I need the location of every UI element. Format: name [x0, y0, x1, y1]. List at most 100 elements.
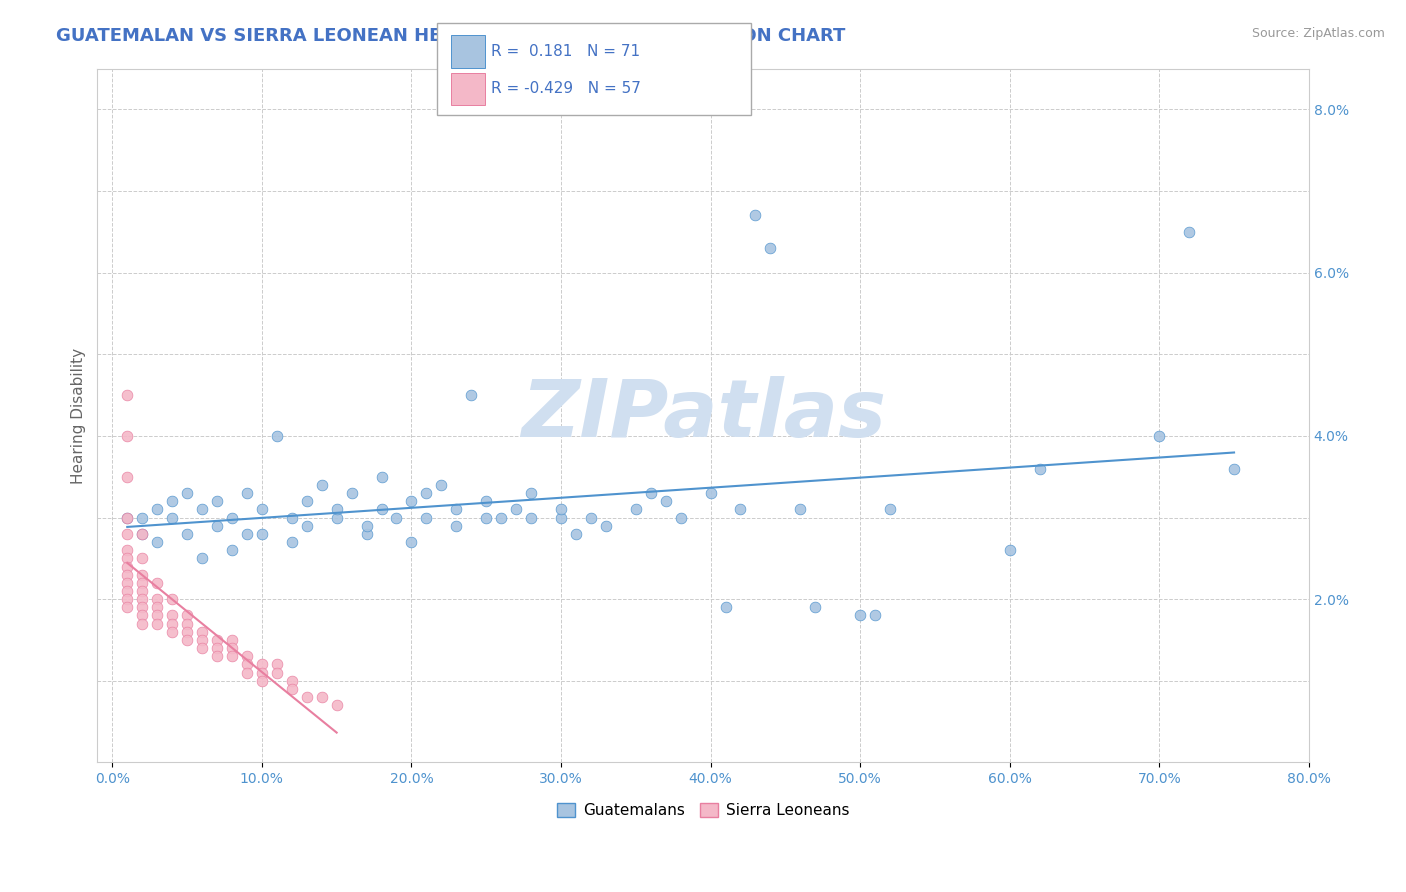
Point — [401, 535, 423, 549]
Point — [415, 486, 437, 500]
Point — [117, 584, 139, 599]
Point — [489, 510, 512, 524]
Point — [250, 502, 273, 516]
Point — [117, 469, 139, 483]
Point — [205, 632, 228, 647]
Point — [205, 649, 228, 664]
Point — [281, 535, 304, 549]
Point — [520, 510, 543, 524]
Point — [250, 673, 273, 688]
Point — [654, 494, 676, 508]
Point — [146, 600, 169, 615]
Point — [176, 526, 198, 541]
Point — [446, 518, 468, 533]
Point — [131, 551, 153, 566]
Point — [205, 494, 228, 508]
Point — [131, 567, 153, 582]
Point — [176, 608, 198, 623]
Point — [520, 486, 543, 500]
Text: GUATEMALAN VS SIERRA LEONEAN HEARING DISABILITY CORRELATION CHART: GUATEMALAN VS SIERRA LEONEAN HEARING DIS… — [56, 27, 845, 45]
Point — [146, 502, 169, 516]
Point — [699, 486, 721, 500]
Point — [1149, 429, 1171, 443]
Point — [804, 600, 827, 615]
Point — [146, 575, 169, 590]
Point — [356, 526, 378, 541]
Point — [579, 510, 602, 524]
Point — [370, 502, 392, 516]
Point — [1028, 461, 1050, 475]
Point — [1223, 461, 1246, 475]
Point — [550, 510, 572, 524]
Point — [325, 502, 347, 516]
Point — [863, 608, 886, 623]
Point — [236, 657, 259, 672]
Point — [191, 502, 214, 516]
Legend: Guatemalans, Sierra Leoneans: Guatemalans, Sierra Leoneans — [551, 797, 855, 824]
Point — [595, 518, 617, 533]
Point — [221, 510, 243, 524]
Point — [624, 502, 647, 516]
Point — [475, 510, 498, 524]
Text: ZIPatlas: ZIPatlas — [520, 376, 886, 455]
Point — [221, 649, 243, 664]
Point — [131, 592, 153, 607]
Point — [131, 526, 153, 541]
Point — [325, 510, 347, 524]
Point — [131, 608, 153, 623]
Point — [117, 388, 139, 402]
Point — [250, 526, 273, 541]
Point — [370, 469, 392, 483]
Point — [849, 608, 872, 623]
Point — [340, 486, 363, 500]
Point — [117, 559, 139, 574]
Point — [117, 592, 139, 607]
Point — [160, 494, 183, 508]
Point — [160, 592, 183, 607]
Point — [669, 510, 692, 524]
Point — [117, 526, 139, 541]
Point — [460, 388, 482, 402]
Point — [176, 624, 198, 639]
Point — [998, 543, 1021, 558]
Point — [311, 690, 333, 705]
Point — [146, 616, 169, 631]
Point — [117, 510, 139, 524]
Point — [1178, 225, 1201, 239]
Point — [236, 665, 259, 680]
Point — [117, 575, 139, 590]
Point — [160, 624, 183, 639]
Point — [160, 608, 183, 623]
Point — [117, 429, 139, 443]
Point — [160, 616, 183, 631]
Point — [131, 600, 153, 615]
Point — [401, 494, 423, 508]
Point — [221, 632, 243, 647]
Text: Source: ZipAtlas.com: Source: ZipAtlas.com — [1251, 27, 1385, 40]
Point — [117, 600, 139, 615]
Point — [131, 584, 153, 599]
Point — [131, 526, 153, 541]
Point — [191, 624, 214, 639]
Point — [295, 690, 318, 705]
Point — [325, 698, 347, 713]
Point — [415, 510, 437, 524]
Text: R = -0.429   N = 57: R = -0.429 N = 57 — [491, 81, 641, 96]
Point — [565, 526, 588, 541]
Point — [160, 510, 183, 524]
Point — [191, 641, 214, 656]
Y-axis label: Hearing Disability: Hearing Disability — [72, 347, 86, 483]
Point — [191, 632, 214, 647]
Point — [146, 608, 169, 623]
Point — [117, 551, 139, 566]
Point — [146, 592, 169, 607]
Point — [131, 510, 153, 524]
Point — [311, 478, 333, 492]
Point — [131, 616, 153, 631]
Point — [759, 241, 782, 255]
Point — [191, 551, 214, 566]
Point — [221, 641, 243, 656]
Point — [714, 600, 737, 615]
Point — [117, 543, 139, 558]
Point — [266, 657, 288, 672]
